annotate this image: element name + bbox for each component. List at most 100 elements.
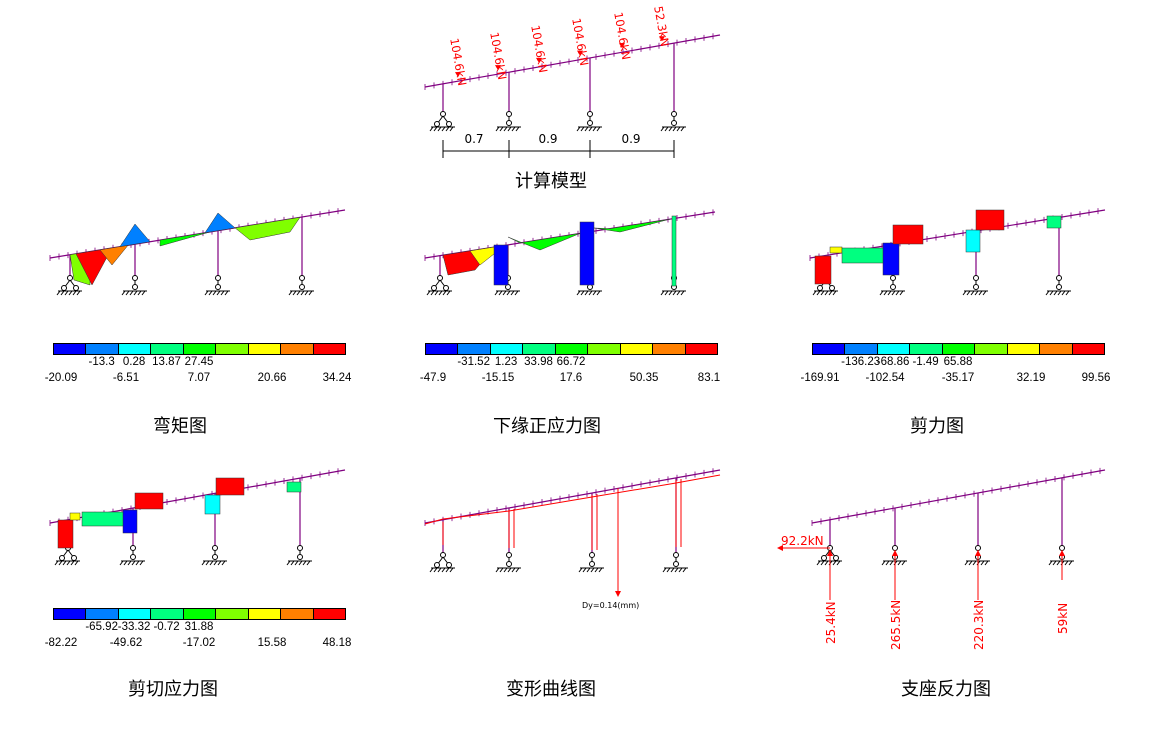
arrow-head-icon	[827, 550, 833, 556]
ground-hatch	[812, 290, 817, 296]
legend-label-lower: 17.6	[559, 372, 583, 384]
legend-swatch	[1006, 343, 1041, 355]
ground-hatch	[212, 290, 217, 296]
ground-hatch	[596, 126, 601, 132]
legend-label-upper: -1.49	[912, 356, 939, 368]
legend-label-lower: -35.17	[941, 372, 975, 384]
legend-swatch	[53, 343, 87, 355]
ground-hatch	[434, 290, 439, 296]
ground-hatch	[674, 567, 679, 573]
ground-hatch	[982, 290, 987, 296]
legend-swatch	[522, 343, 556, 355]
support-pin-icon	[817, 285, 823, 291]
legend-label-upper: -31.52	[457, 356, 490, 368]
ground-hatch	[576, 290, 581, 296]
moment-segment	[159, 231, 211, 247]
support-pin-icon	[1056, 284, 1062, 290]
ground-hatch	[66, 560, 71, 566]
support-pin-icon	[297, 545, 303, 551]
ground-hatch	[133, 290, 138, 296]
moment-segment	[99, 244, 129, 266]
support-pin-icon	[673, 561, 679, 567]
legend-swatch	[247, 608, 282, 620]
ground-hatch	[64, 290, 69, 296]
support-pin-icon	[673, 552, 679, 558]
legend-swatch	[247, 343, 282, 355]
legend-label-lower: -15.15	[481, 372, 515, 384]
support-pin-icon	[212, 554, 218, 560]
ground-hatch	[290, 560, 295, 566]
ground-hatch	[596, 290, 601, 296]
ground-hatch	[62, 560, 67, 566]
ground-hatch	[441, 126, 446, 132]
ground-hatch	[580, 290, 585, 296]
legend-label-lower: 48.18	[322, 637, 352, 649]
ground-hatch	[129, 290, 134, 296]
ground-hatch	[288, 290, 293, 296]
support-pin-icon	[589, 552, 595, 558]
legend-swatch	[1039, 343, 1073, 355]
ground-hatch	[832, 560, 837, 566]
ground-hatch	[204, 290, 209, 296]
ground-hatch	[123, 560, 128, 566]
ground-hatch	[302, 560, 307, 566]
ground-hatch	[446, 290, 451, 296]
ground-hatch	[899, 290, 904, 296]
shear-segment	[829, 246, 843, 254]
support-pin-icon	[589, 561, 595, 567]
ground-hatch	[499, 126, 504, 132]
ground-hatch	[897, 560, 902, 566]
arrow-head-icon	[777, 545, 783, 551]
ground-hatch	[449, 126, 454, 132]
ground-hatch	[586, 567, 591, 573]
legend-label-upper: 13.87	[152, 356, 181, 368]
ground-hatch	[306, 560, 311, 566]
ground-hatch	[676, 290, 681, 296]
ground-hatch	[201, 560, 206, 566]
ground-hatch	[895, 290, 900, 296]
ground-hatch	[820, 560, 825, 566]
ground-hatch	[1056, 560, 1061, 566]
ground-hatch	[208, 290, 213, 296]
legend-label-upper: -0.72	[153, 621, 180, 633]
legend-swatch	[117, 608, 152, 620]
ground-hatch	[308, 290, 313, 296]
ground-hatch	[304, 290, 309, 296]
ground-hatch	[498, 290, 503, 296]
legend-swatch	[280, 343, 314, 355]
ground-hatch	[131, 560, 136, 566]
ground-hatch	[582, 567, 587, 573]
shear-stress-segment	[122, 509, 138, 534]
legend-swatch	[150, 608, 184, 620]
horizontal-reaction-label: 92.2kN	[781, 534, 824, 548]
ground-hatch	[972, 560, 977, 566]
ground-hatch	[430, 290, 435, 296]
ground-hatch	[221, 560, 226, 566]
support-pin-icon	[71, 555, 77, 561]
ground-hatch	[680, 290, 685, 296]
ground-hatch	[433, 567, 438, 573]
legend-swatch	[876, 343, 911, 355]
legend-swatch	[844, 343, 878, 355]
legend-label-upper: 66.72	[556, 356, 586, 368]
legend-label-upper: -68.86	[876, 356, 910, 368]
title-moment: 弯矩图	[153, 416, 207, 437]
ground-hatch	[584, 290, 589, 296]
support-pin-icon	[1059, 545, 1065, 551]
beam	[424, 34, 721, 88]
legend-label-lower: -6.51	[112, 372, 140, 384]
ground-hatch	[660, 290, 665, 296]
ground-hatch	[445, 567, 450, 573]
legend-label-upper: -13.3	[88, 356, 115, 368]
arrow-head-icon	[975, 550, 981, 556]
reaction-label-2: 265.5kN	[889, 599, 903, 650]
legend-label-upper: 31.88	[184, 621, 214, 633]
title-model: 计算模型	[515, 171, 587, 192]
ground-hatch	[70, 560, 75, 566]
legend-label-lower: 32.19	[1016, 372, 1046, 384]
ground-hatch	[964, 560, 969, 566]
ground-hatch	[300, 290, 305, 296]
ground-hatch	[286, 560, 291, 566]
ground-hatch	[970, 290, 975, 296]
ground-hatch	[836, 560, 841, 566]
